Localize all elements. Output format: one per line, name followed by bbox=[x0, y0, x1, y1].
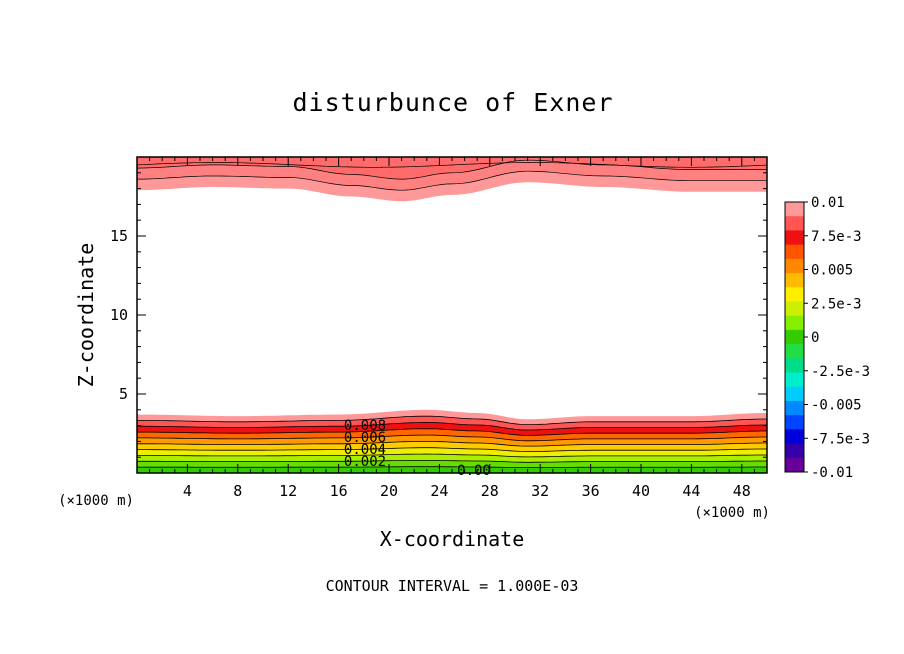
contour-line-bottom-5 bbox=[137, 434, 767, 442]
x-tick-label: 12 bbox=[279, 482, 297, 500]
colorbar-swatch bbox=[785, 372, 804, 388]
x-tick-label: 32 bbox=[531, 482, 549, 500]
contour-line-bottom-1 bbox=[137, 460, 767, 463]
x-tick-label: 36 bbox=[582, 482, 600, 500]
colorbar-label: -0.01 bbox=[811, 465, 853, 481]
colorbar-swatch bbox=[785, 415, 804, 430]
colorbar-swatch bbox=[785, 429, 804, 445]
colorbar-swatch bbox=[785, 216, 804, 231]
contour-line-bottom-3 bbox=[137, 447, 767, 452]
colorbar-swatch bbox=[785, 457, 804, 473]
contour-labels: 0.008 0.006 0.004 0.002 0.00 bbox=[344, 418, 491, 479]
colorbar-swatch bbox=[785, 273, 804, 288]
chart-title: disturbunce of Exner bbox=[292, 88, 613, 117]
y-tick-label: 5 bbox=[119, 385, 128, 403]
colorbar-swatch bbox=[785, 344, 804, 359]
colorbar-label: 7.5e-3 bbox=[811, 229, 862, 245]
x-tick-label: 48 bbox=[733, 482, 751, 500]
colorbar-label: 0.005 bbox=[811, 263, 853, 279]
colorbar-swatch bbox=[785, 230, 804, 246]
contour-line-top-1 bbox=[137, 170, 767, 191]
contour-label-0002: 0.002 bbox=[344, 454, 386, 470]
y-tick-label: 10 bbox=[110, 306, 128, 324]
contour-line-bottom-2 bbox=[137, 453, 767, 458]
contour-line-bottom-6 bbox=[137, 428, 767, 436]
y-tick-label: 15 bbox=[110, 227, 128, 245]
y-axis-label: Z-coordinate bbox=[74, 243, 98, 388]
contour-interval-text: CONTOUR INTERVAL = 1.000E-03 bbox=[326, 577, 579, 595]
colorbar-swatch bbox=[785, 400, 804, 416]
x-tick-label: 8 bbox=[233, 482, 242, 500]
x-tick-label: 40 bbox=[632, 482, 650, 500]
colorbar-swatch bbox=[785, 386, 804, 402]
colorbar-swatch bbox=[785, 358, 804, 374]
contour-label-000: 0.00 bbox=[457, 463, 491, 479]
colorbar-label: -2.5e-3 bbox=[811, 364, 870, 380]
contour-fill bbox=[137, 157, 767, 473]
contour-line-top-2 bbox=[137, 159, 767, 180]
contour-band-top-2 bbox=[137, 157, 767, 180]
colorbar-swatch bbox=[785, 329, 804, 345]
contour-line-bottom-8 bbox=[137, 415, 767, 425]
y-unit-label: (×1000 m) bbox=[58, 493, 134, 509]
colorbar-swatch bbox=[785, 301, 804, 317]
x-tick-label: 4 bbox=[183, 482, 192, 500]
x-unit-label: (×1000 m) bbox=[694, 505, 770, 521]
contour-line-top-edge bbox=[137, 162, 767, 168]
colorbar-swatch bbox=[785, 202, 804, 217]
colorbar-label: 0 bbox=[811, 330, 819, 346]
x-axis-label: X-coordinate bbox=[380, 527, 525, 551]
x-tick-label: 28 bbox=[481, 482, 499, 500]
contour-label-0006: 0.006 bbox=[344, 430, 386, 446]
contour-label-0004: 0.004 bbox=[344, 442, 386, 458]
x-tick-label: 24 bbox=[430, 482, 448, 500]
x-tick-label: 20 bbox=[380, 482, 398, 500]
colorbar-label: 2.5e-3 bbox=[811, 296, 862, 312]
colorbar-swatch bbox=[785, 287, 804, 302]
colorbar-label: 0.01 bbox=[811, 195, 845, 211]
colorbar-swatch bbox=[785, 315, 804, 331]
colorbar: 0.01 7.5e-3 0.005 2.5e-3 0 -2.5e-3 -0.005 -7.5e… bbox=[784, 195, 870, 481]
contour-lines bbox=[137, 159, 767, 468]
contour-line-bottom-4 bbox=[137, 441, 767, 447]
colorbar-swatch bbox=[785, 258, 804, 274]
colorbar-label: -7.5e-3 bbox=[811, 431, 870, 447]
x-tick-label: 16 bbox=[330, 482, 348, 500]
contour-label-0008: 0.008 bbox=[344, 418, 386, 434]
colorbar-label: -0.005 bbox=[811, 398, 862, 414]
contour-line-bottom-0 bbox=[137, 466, 767, 468]
contour-line-bottom-7 bbox=[137, 421, 767, 431]
colorbar-swatch bbox=[785, 443, 804, 459]
x-tick-label: 44 bbox=[682, 482, 700, 500]
colorbar-swatch bbox=[785, 244, 804, 260]
